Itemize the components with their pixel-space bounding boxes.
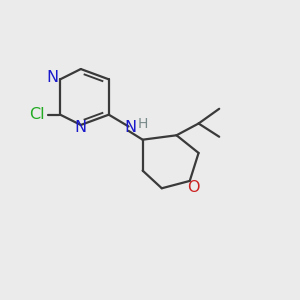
Text: H: H xyxy=(138,117,148,131)
Text: N: N xyxy=(75,120,87,135)
Text: N: N xyxy=(125,120,137,135)
Text: O: O xyxy=(187,180,200,195)
Text: N: N xyxy=(47,70,59,86)
Text: Cl: Cl xyxy=(29,107,44,122)
